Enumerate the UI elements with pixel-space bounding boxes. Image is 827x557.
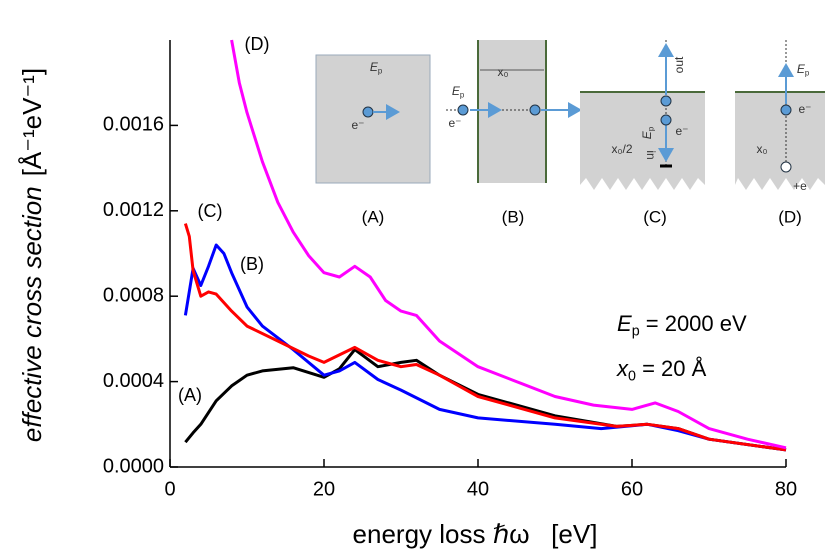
- label: Ep: [452, 84, 465, 99]
- series-label: (C): [198, 201, 223, 221]
- panel-label: (B): [502, 207, 525, 226]
- x-tick-label: 60: [621, 478, 643, 500]
- label: Ep: [640, 126, 655, 139]
- slab: [315, 54, 431, 184]
- main: E: [452, 84, 461, 98]
- label: +e: [793, 179, 807, 193]
- subscript: p: [805, 69, 810, 78]
- label: out: [672, 56, 686, 73]
- solid: [735, 92, 825, 190]
- label: x₀/2: [612, 142, 633, 156]
- y-tick-label: 0.0012: [103, 199, 164, 221]
- label: x₀: [498, 65, 509, 79]
- panel-label: (D): [778, 207, 802, 226]
- y-tick-label: 0.0016: [103, 114, 164, 136]
- series-label: (B): [240, 254, 264, 274]
- panel-label: (C): [643, 207, 667, 226]
- y-axis-label-unit: [Å⁻¹eV⁻¹]: [17, 68, 47, 176]
- x-tick-label: 0: [164, 478, 175, 500]
- main: E: [640, 130, 654, 139]
- line: [183, 243, 787, 452]
- rest: = 2000 eV: [640, 311, 747, 336]
- hole: [780, 161, 792, 173]
- y-axis-label-text: effective cross section: [17, 186, 47, 442]
- electron: [780, 104, 792, 116]
- label: Ep: [370, 60, 383, 75]
- x-tick-label: 40: [467, 478, 489, 500]
- label: x0 = 20 Å: [616, 356, 707, 385]
- panel-label: (A): [362, 207, 385, 226]
- line: [183, 223, 787, 452]
- x-tick-label: 80: [775, 478, 797, 500]
- main: E: [370, 60, 379, 74]
- y-tick-label: 0.0000: [103, 455, 164, 477]
- y-tick-label: 0.0004: [103, 370, 164, 392]
- line: [230, 39, 787, 450]
- subscript: p: [460, 91, 465, 100]
- x-axis-label: energy loss ℏω [eV]: [353, 519, 598, 549]
- label: Ep: [797, 62, 810, 77]
- label: in: [644, 150, 658, 159]
- label: x₀: [757, 142, 768, 156]
- subscript: p: [632, 323, 640, 339]
- electron: [362, 106, 374, 118]
- label: Ep = 2000 eV: [617, 311, 747, 340]
- label: e⁻: [798, 102, 811, 116]
- main: E: [797, 62, 806, 76]
- inset: [315, 40, 825, 190]
- electron: [660, 95, 672, 107]
- subscript: p: [647, 126, 656, 131]
- series-label: (D): [245, 34, 270, 54]
- electron: [660, 114, 672, 126]
- x-tick-label: 20: [313, 478, 335, 500]
- rest: = 20 Å: [636, 356, 707, 381]
- main: x: [616, 356, 629, 381]
- electron: [529, 104, 541, 116]
- label: e⁻: [351, 118, 364, 132]
- series-label: (A): [178, 385, 202, 405]
- label: e⁻: [448, 116, 461, 130]
- main: E: [617, 311, 632, 336]
- y-axis-label: effective cross section [Å⁻¹eV⁻¹]: [17, 68, 47, 442]
- solid: [580, 92, 705, 190]
- electron: [457, 104, 469, 116]
- subscript: 0: [628, 368, 636, 384]
- label: e⁻: [675, 124, 688, 138]
- y-tick-label: 0.0008: [103, 284, 164, 306]
- subscript: p: [378, 67, 383, 76]
